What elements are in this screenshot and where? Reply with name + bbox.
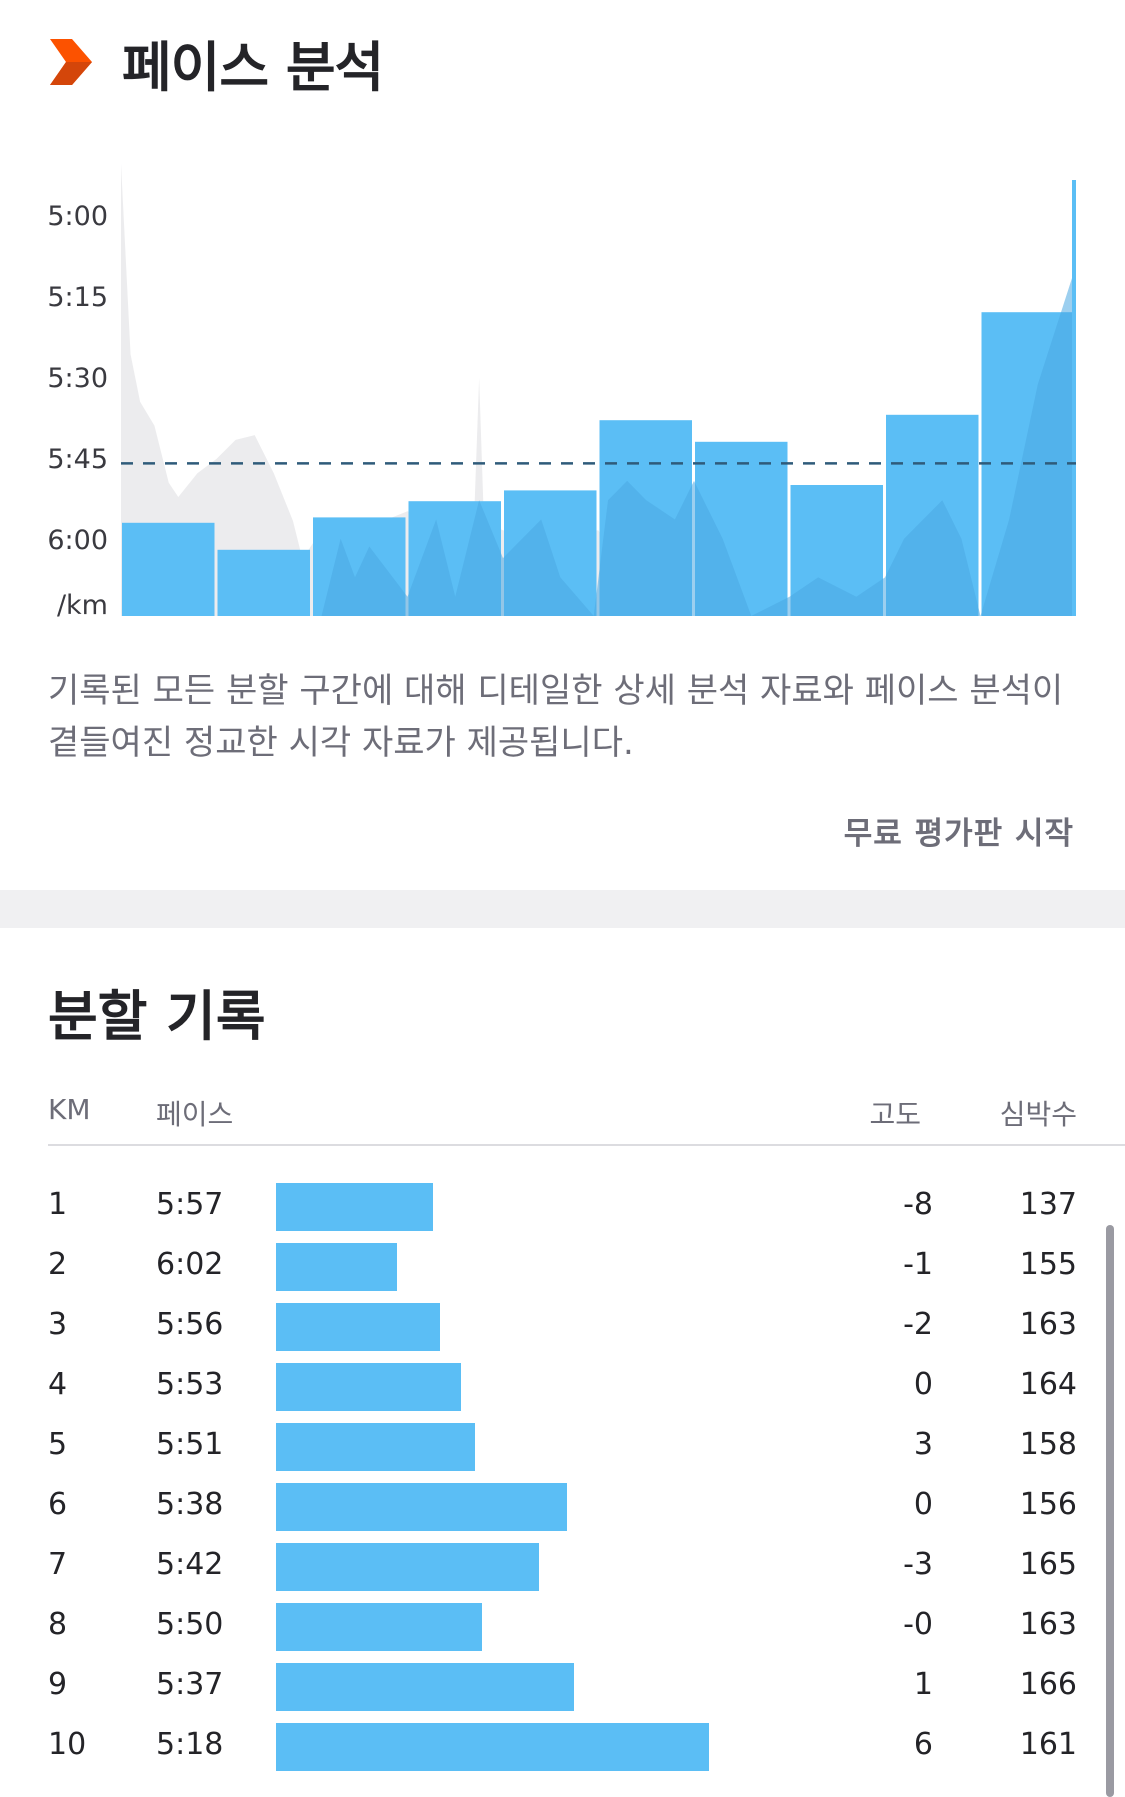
split-heart-rate: 156 [1019,1487,1077,1522]
split-km: 6 [48,1487,68,1522]
splits-card [0,928,1125,1797]
y-tick-label: 5:00 [47,201,108,232]
split-pace-bar [276,1723,709,1771]
pace-description: 기록된 모든 분할 구간에 대해 디테일한 상세 분석 자료와 페이스 분석이 … [48,671,1064,763]
split-elevation: -1 [903,1247,933,1282]
y-tick-label: 5:45 [47,444,108,475]
y-tick-label: 6:00 [47,525,108,556]
split-km: 10 [48,1727,87,1762]
split-pace: 5:38 [156,1487,224,1522]
split-km: 7 [48,1547,68,1582]
split-pace: 5:18 [156,1727,224,1762]
raw-pace-area [121,163,618,617]
table-row: 4 5:53 0 164 [0,1355,1125,1415]
split-heart-rate: 155 [1019,1247,1077,1282]
table-row: 9 5:37 1 166 [0,1655,1125,1715]
split-elevation: 1 [913,1667,933,1702]
split-pace-bar [276,1603,482,1651]
latest-pace-sliver [1072,180,1076,616]
pace-chart: 5:00 5:15 5:30 5:45 6:00/km [0,130,1125,630]
split-heart-rate: 163 [1019,1607,1077,1642]
table-row: 7 5:42 -3 165 [0,1535,1125,1595]
pace-bar [217,549,310,616]
split-pace-bar [276,1363,461,1411]
splits-table-header: KM 페이스 고도 심박수 [48,1085,1125,1145]
start-free-trial-link[interactable]: 무료 평가판 시작 [843,816,1074,852]
split-elevation: 0 [913,1487,933,1522]
split-elevation: 3 [913,1427,933,1462]
split-heart-rate: 163 [1019,1307,1077,1342]
split-km: 5 [48,1427,68,1462]
y-tick-label: 5:30 [47,363,108,394]
split-heart-rate: 137 [1019,1187,1077,1222]
split-heart-rate: 164 [1019,1367,1077,1402]
table-row: 5 5:51 3 158 [0,1415,1125,1475]
y-tick-label: 5:15 [47,282,108,313]
split-km: 9 [48,1667,68,1702]
y-unit-label: /km [57,590,108,621]
table-row: 6 5:38 0 156 [0,1475,1125,1535]
split-pace: 5:51 [156,1427,224,1462]
pace-analysis-header: 페이스 분석 [50,22,384,102]
split-heart-rate: 165 [1019,1547,1077,1582]
table-row: 3 5:56 -2 163 [0,1295,1125,1355]
split-elevation: 6 [913,1727,933,1762]
table-row: 8 5:50 -0 163 [0,1595,1125,1655]
split-km: 8 [48,1607,68,1642]
split-pace: 5:50 [156,1607,224,1642]
split-pace: 5:37 [156,1667,224,1702]
split-heart-rate: 161 [1019,1727,1077,1762]
column-header-elevation: 고도 [869,1098,921,1131]
split-km: 3 [48,1307,68,1342]
column-header-km: KM [48,1093,91,1126]
split-pace-bar [276,1663,574,1711]
split-km: 2 [48,1247,68,1282]
table-row: 2 6:02 -1 155 [0,1235,1125,1295]
split-pace-bar [276,1483,567,1531]
split-pace-bar [276,1303,440,1351]
split-elevation: -3 [903,1547,933,1582]
split-elevation: -2 [903,1307,933,1342]
splits-title: 분할 기록 [48,985,266,1048]
column-header-pace: 페이스 [156,1098,234,1131]
table-row: 10 5:18 6 161 [0,1715,1125,1775]
split-pace: 5:57 [156,1187,224,1222]
table-row: 1 5:57 -8 137 [0,1175,1125,1235]
split-elevation: 0 [913,1367,933,1402]
split-km: 4 [48,1367,68,1402]
scrollbar[interactable] [1106,1225,1114,1797]
split-pace: 5:56 [156,1307,224,1342]
split-km: 1 [48,1187,68,1222]
split-elevation: -8 [903,1187,933,1222]
split-heart-rate: 166 [1019,1667,1077,1702]
table-divider [48,1144,1125,1146]
chevron-right-icon [50,39,92,85]
section-divider [0,890,1125,928]
split-pace-bar [276,1243,397,1291]
page-title: 페이스 분석 [122,35,384,99]
split-pace: 6:02 [156,1247,224,1282]
raw-pace-overlay [321,268,1076,616]
split-pace-bar [276,1543,539,1591]
pace-bar [122,522,215,616]
pace-chart-svg: 5:00 5:15 5:30 5:45 6:00/km [47,163,1076,621]
split-pace: 5:42 [156,1547,224,1582]
split-pace-bar [276,1423,475,1471]
split-heart-rate: 158 [1019,1427,1077,1462]
pace-analysis-card: 페이스 분석 5:00 5:15 5:30 5:45 6:00/km 기록된 모든 분할… [0,0,1125,890]
column-header-heart-rate: 심박수 [999,1098,1077,1131]
split-pace: 5:53 [156,1367,224,1402]
split-elevation: -0 [903,1607,933,1642]
split-pace-bar [276,1183,433,1231]
